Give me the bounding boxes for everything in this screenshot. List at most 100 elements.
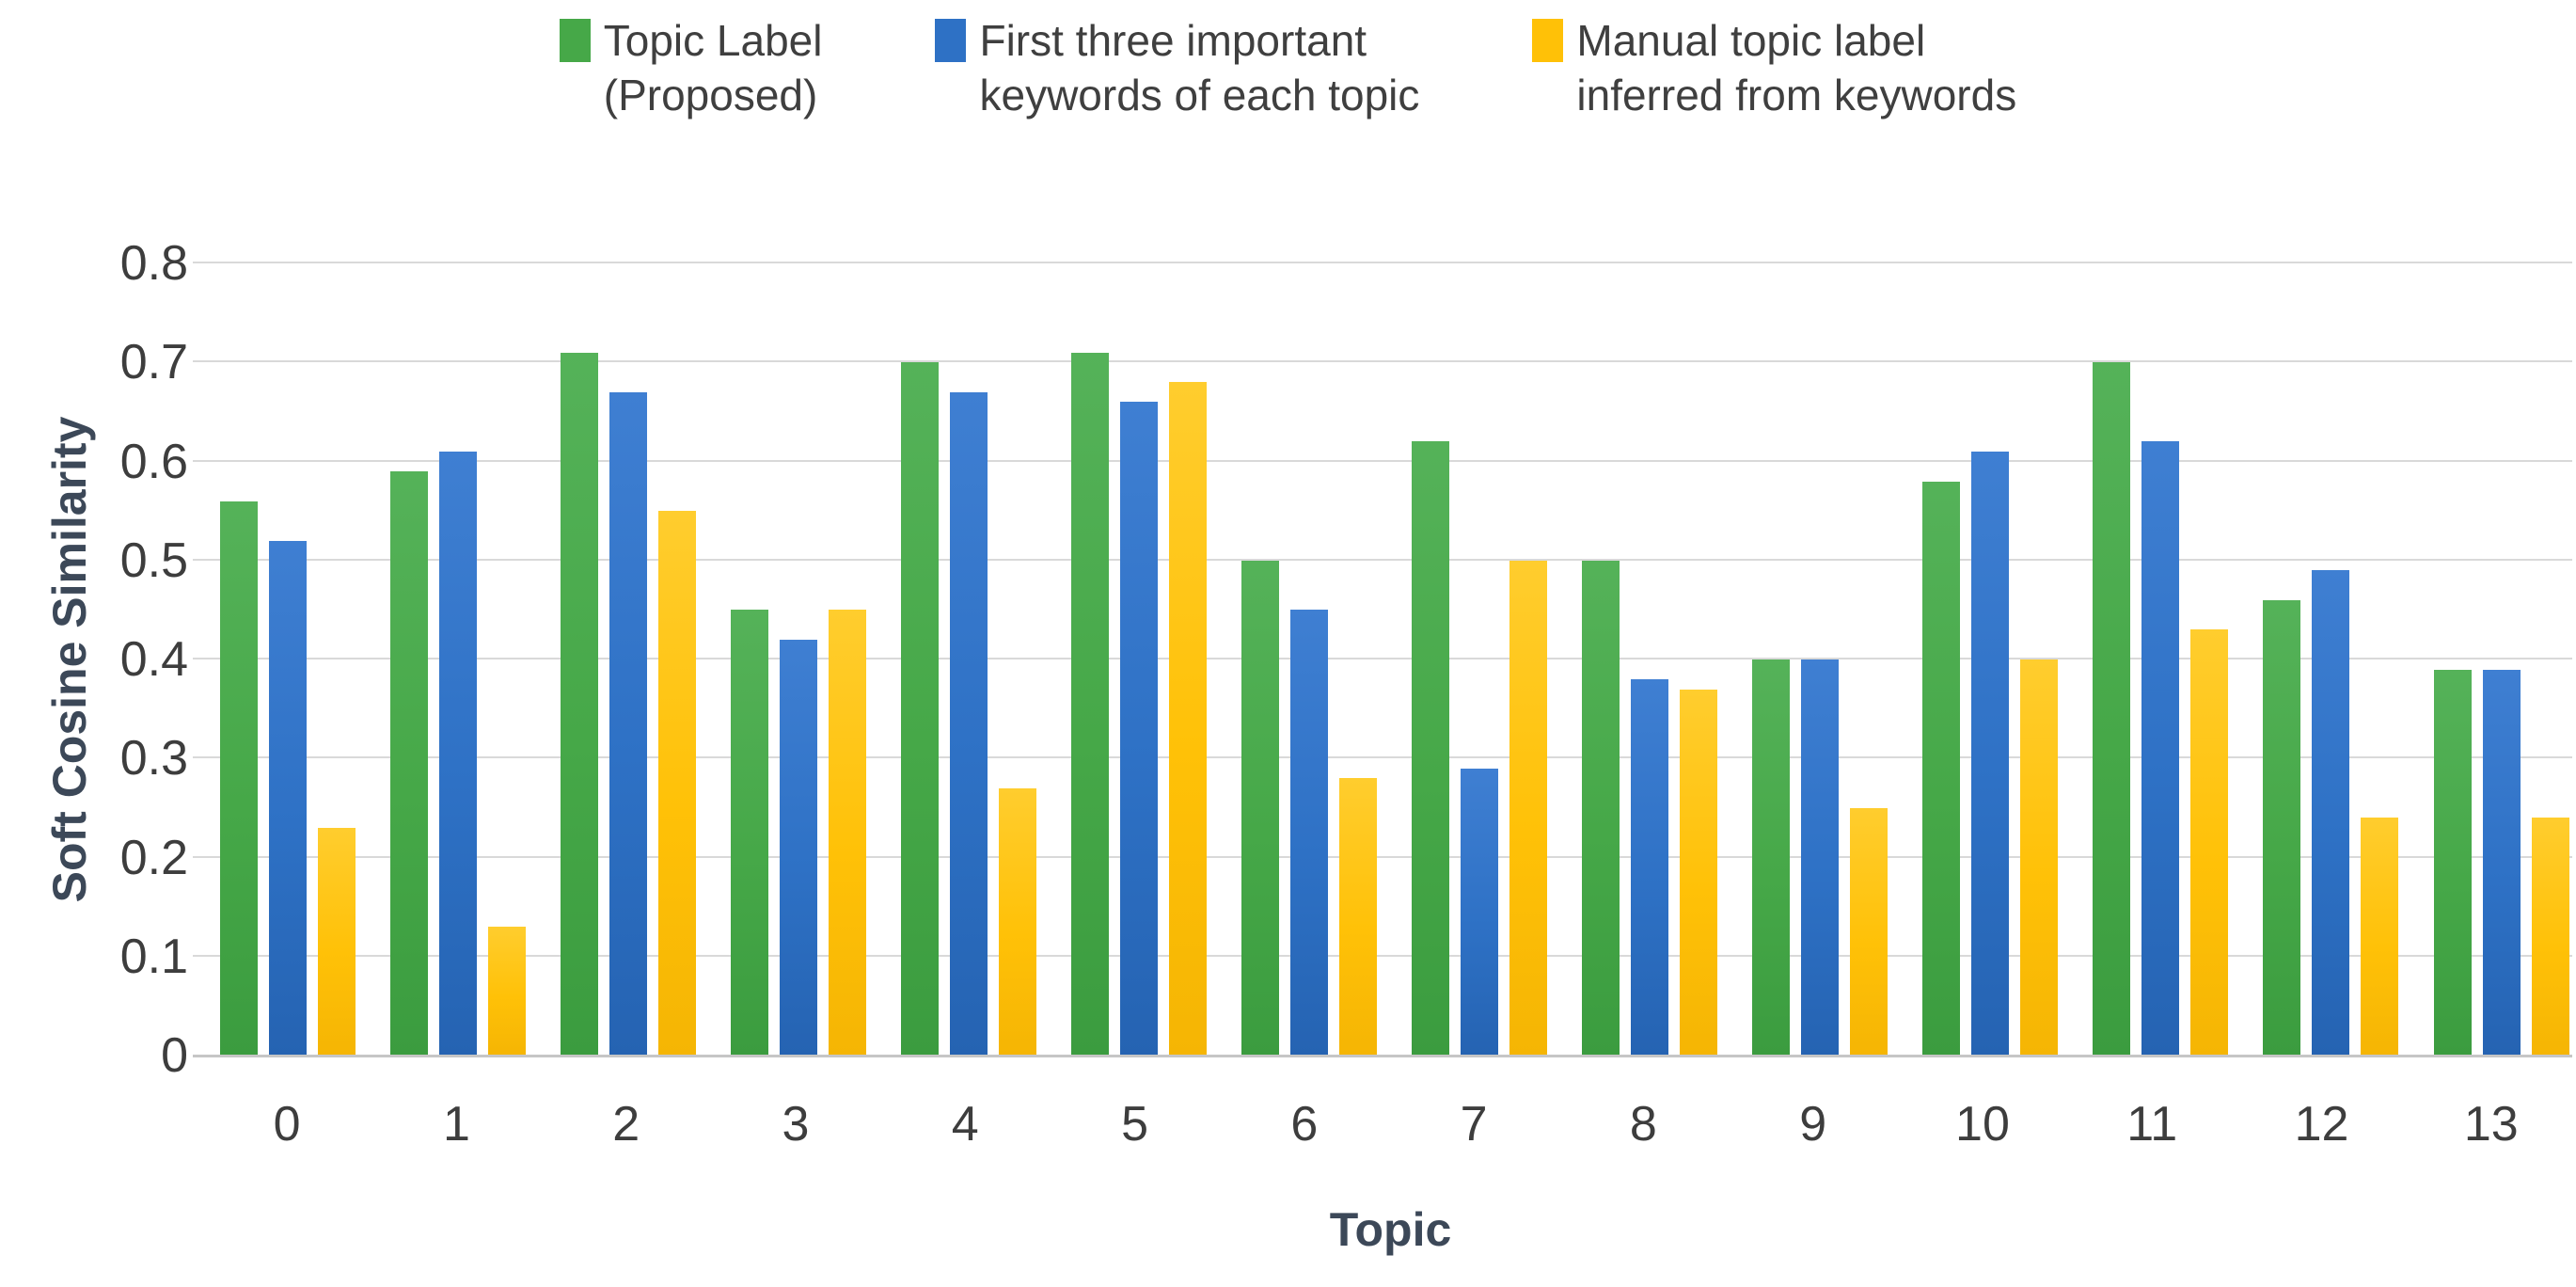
bar-group-topic-0 (202, 263, 372, 1056)
x-tick-label: 2 (612, 1097, 640, 1152)
gridline (193, 459, 2572, 462)
chart-legend: Topic Label (Proposed) First three import… (0, 13, 2576, 122)
bar (2093, 362, 2131, 1056)
x-tick-label: 6 (1290, 1097, 1319, 1152)
bar (730, 610, 768, 1056)
bar-group-topic-1 (372, 263, 543, 1056)
bar (1119, 402, 1158, 1056)
bar (560, 352, 598, 1056)
bar-group-topic-5 (1053, 263, 1224, 1056)
legend-item: Topic Label (Proposed) (559, 13, 823, 122)
legend-swatch-icon (1532, 19, 1564, 62)
bar (2263, 599, 2301, 1056)
x-tick-label: 5 (1121, 1097, 1148, 1152)
x-tick-label: 10 (1955, 1097, 2010, 1152)
bars-container (202, 263, 2576, 1056)
y-tick-label: 0.2 (119, 830, 188, 885)
x-axis-title: Topic (209, 1202, 2572, 1257)
bar-group-topic-4 (883, 263, 1053, 1056)
bar (608, 391, 647, 1056)
bar-group-topic-11 (2076, 263, 2246, 1056)
bar (1582, 560, 1620, 1056)
legend-item: Manual topic label inferred from keyword… (1532, 13, 2016, 122)
x-tick-label: 13 (2463, 1097, 2519, 1152)
bar (1971, 451, 2010, 1056)
bar (828, 610, 866, 1056)
bar (2531, 818, 2569, 1056)
bar-group-topic-7 (1395, 263, 1565, 1056)
bar (2190, 629, 2229, 1056)
bar (1680, 689, 1718, 1056)
y-tick-label: 0.6 (119, 434, 188, 489)
bar (2482, 669, 2521, 1056)
bar (487, 927, 526, 1056)
bar (1850, 807, 1889, 1056)
gridline (193, 658, 2572, 659)
y-tick-label: 0 (161, 1028, 188, 1083)
gridline (193, 262, 2572, 263)
y-tick-label: 0.4 (119, 632, 188, 687)
bar (2141, 441, 2180, 1056)
bar (1801, 659, 1840, 1056)
bar (317, 827, 356, 1056)
x-tick-labels: 0 1 2 3 4 5 6 7 8 9 10 11 12 13 (202, 1096, 2576, 1152)
x-axis-line (193, 1055, 2572, 1057)
bar-group-topic-2 (543, 263, 713, 1056)
x-tick-label: 8 (1629, 1097, 1657, 1152)
gridline (193, 360, 2572, 363)
plot-area (193, 262, 2572, 1057)
bar (998, 787, 1036, 1056)
bar-group-topic-8 (1565, 263, 1735, 1056)
x-tick-label: 12 (2294, 1097, 2349, 1152)
x-tick-label: 3 (782, 1097, 810, 1152)
bar (1290, 610, 1328, 1056)
bar (2312, 570, 2350, 1056)
y-tick-label: 0.8 (119, 236, 188, 291)
bar (657, 511, 696, 1056)
bar (1168, 382, 1207, 1056)
bar (219, 500, 258, 1056)
y-tick-label: 0.3 (119, 731, 188, 786)
gridline (193, 558, 2572, 561)
bar-group-topic-12 (2246, 263, 2416, 1056)
bar-group-topic-3 (713, 263, 883, 1056)
legend-label: Manual topic label inferred from keyword… (1576, 16, 2017, 119)
x-tick-label: 9 (1799, 1097, 1827, 1152)
bar-group-topic-6 (1224, 263, 1394, 1056)
bar (2361, 818, 2399, 1056)
legend-label: Topic Label (Proposed) (603, 16, 823, 119)
legend-swatch-icon (559, 19, 591, 62)
legend-label: First three important keywords of each t… (979, 16, 1420, 119)
x-tick-label: 4 (951, 1097, 979, 1152)
y-tick-label: 0.5 (119, 532, 188, 588)
bar (900, 362, 939, 1056)
legend-item: First three important keywords of each t… (935, 13, 1419, 122)
bar-group-topic-10 (1905, 263, 2076, 1056)
bar (438, 451, 477, 1056)
bar (1241, 560, 1279, 1056)
bar (1752, 659, 1791, 1056)
bar (779, 639, 817, 1056)
gridline (193, 756, 2572, 759)
bar (1461, 768, 1499, 1056)
bar (389, 471, 428, 1056)
bar-group-topic-13 (2416, 263, 2576, 1056)
x-tick-label: 7 (1460, 1097, 1488, 1152)
bar (2020, 659, 2059, 1056)
bar-group-topic-9 (1735, 263, 1905, 1056)
x-tick-label: 1 (442, 1097, 470, 1152)
bar (1070, 352, 1109, 1056)
gridline (193, 954, 2572, 957)
bar (1922, 481, 1961, 1056)
y-tick-label: 0.7 (119, 335, 188, 390)
y-tick-label: 0.1 (119, 929, 188, 984)
bar (1339, 778, 1377, 1056)
legend-swatch-icon (935, 19, 967, 62)
bar (2433, 669, 2472, 1056)
bar (268, 540, 307, 1056)
x-axis-title-text: Topic (1329, 1203, 1452, 1256)
bar (1631, 679, 1669, 1056)
bar (949, 391, 988, 1056)
x-tick-label: 0 (273, 1097, 301, 1152)
